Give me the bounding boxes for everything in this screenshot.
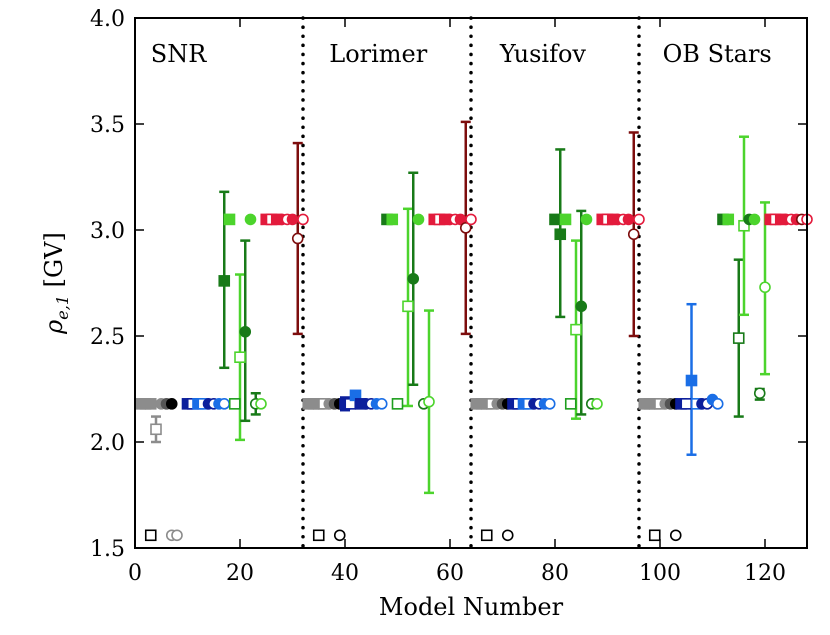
data-point-circle <box>753 387 766 400</box>
data-point-circle <box>171 529 183 542</box>
data-point-circle <box>412 213 425 226</box>
data-point-square <box>391 398 404 410</box>
data-point-square <box>234 351 246 364</box>
data-point-circle <box>423 395 435 408</box>
data-point-circle <box>218 398 231 410</box>
y-tick-label: 3.0 <box>90 219 125 244</box>
data-point-circle <box>375 398 388 410</box>
y-axis-label: ρe,1 [GV] <box>40 232 72 335</box>
data-point-circle <box>501 529 514 542</box>
data-point-circle <box>165 398 178 410</box>
data-point-circle <box>622 213 635 226</box>
y-tick-label: 2.5 <box>90 325 125 350</box>
x-tick-label: 100 <box>639 561 681 586</box>
x-tick-label: 80 <box>541 561 569 586</box>
data-point-square <box>312 529 325 542</box>
panel-label: Yusifov <box>499 40 587 68</box>
data-point-circle <box>407 272 420 285</box>
data-point-circle <box>759 281 771 294</box>
data-point-square <box>144 398 157 410</box>
data-point-circle <box>244 213 257 226</box>
data-point-circle <box>333 529 346 542</box>
y-axis-label-subscript: e,1 <box>53 295 72 320</box>
x-axis-label: Model Number <box>379 593 564 621</box>
data-point-square <box>722 213 735 226</box>
x-tick-label: 20 <box>226 561 254 586</box>
data-point-square <box>648 529 661 542</box>
panel-label: SNR <box>151 40 207 68</box>
x-tick-label: 60 <box>436 561 464 586</box>
data-point-circle <box>580 213 593 226</box>
data-point-square <box>223 213 236 226</box>
data-point-circle <box>627 228 640 241</box>
plot-frame <box>134 17 808 549</box>
data-point-circle <box>297 213 309 226</box>
x-tick-label: 120 <box>744 561 786 586</box>
panel-label: OB Stars <box>663 40 772 68</box>
data-point-square <box>549 213 561 226</box>
data-point-square <box>559 213 572 226</box>
data-point-circle <box>543 398 556 410</box>
data-points <box>134 213 813 542</box>
y-tick-label: 4.0 <box>90 7 125 32</box>
panel-label: Lorimer <box>329 40 427 68</box>
data-point-square <box>386 213 399 226</box>
data-point-square <box>732 332 745 344</box>
data-point-square <box>144 529 157 542</box>
data-point-circle <box>633 213 645 226</box>
data-point-circle <box>669 529 682 542</box>
data-point-square <box>680 398 693 410</box>
y-tick-label: 3.5 <box>90 113 125 138</box>
y-tick-label: 1.5 <box>90 537 125 562</box>
data-point-circle <box>575 300 588 313</box>
data-point-circle <box>291 232 304 245</box>
data-point-circle <box>748 213 761 226</box>
data-point-circle <box>711 398 724 410</box>
y-tick-label: 2.0 <box>90 431 125 456</box>
data-point-circle <box>591 398 603 410</box>
data-point-square <box>218 275 231 287</box>
panel-dividers <box>301 16 641 550</box>
y-axis-label-symbol: ρ <box>40 320 68 335</box>
data-point-circle <box>255 398 267 410</box>
tick-labels: 0 20 40 60 80 100 120 1.5 2.0 2.5 3.0 3.5 4.0 <box>90 7 786 586</box>
data-point-circle <box>465 213 477 226</box>
panel-labels: SNR Lorimer Yusifov OB Stars <box>151 40 772 68</box>
data-point-square <box>228 398 241 410</box>
error-bars <box>151 120 770 495</box>
data-point-square <box>554 228 567 241</box>
data-point-square <box>685 374 698 387</box>
data-point-square <box>570 323 582 336</box>
data-point-square <box>564 398 577 410</box>
x-tick-label: 40 <box>331 561 359 586</box>
y-axis-label-unit: [GV] <box>40 232 68 295</box>
x-tick-label: 0 <box>128 561 142 586</box>
data-point-circle <box>239 325 252 338</box>
data-point-circle <box>459 222 472 234</box>
data-point-square <box>150 423 162 436</box>
data-point-circle <box>286 213 299 226</box>
data-point-square <box>480 529 493 542</box>
data-point-square <box>402 300 414 313</box>
